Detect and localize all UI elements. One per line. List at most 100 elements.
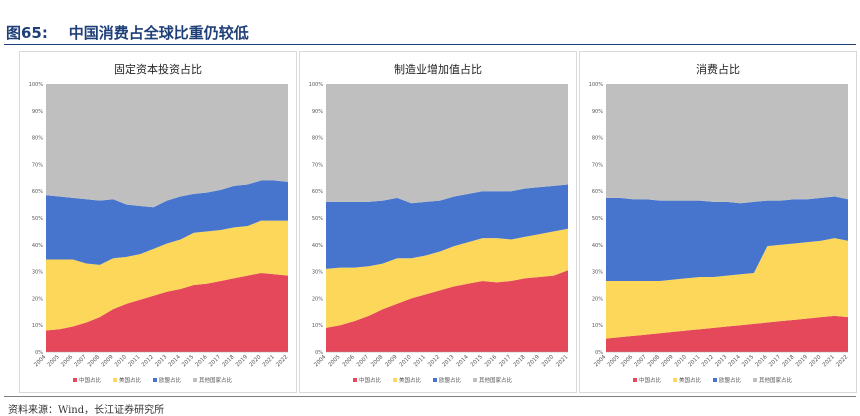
y-tick-label: 40% <box>312 243 323 249</box>
legend-label: 其他国家占比 <box>199 376 233 384</box>
x-tick-label: 2008 <box>647 354 661 368</box>
legend-swatch <box>353 378 357 382</box>
y-tick-label: 70% <box>312 162 323 168</box>
x-tick-label: 2014 <box>456 354 470 368</box>
x-tick-label: 2015 <box>181 354 195 368</box>
area-series-other <box>46 84 288 208</box>
area-series-china <box>46 272 288 352</box>
legend-item-us: 美国占比 <box>673 376 702 384</box>
stacked-area-chart: 0%10%20%30%40%50%60%70%80%90%100%2004 200… <box>29 82 290 384</box>
figure-title: 图65: 中国消费占全球比重仍较低 <box>6 22 249 43</box>
x-tick-label: 2007 <box>356 354 370 368</box>
x-tick-label: 2018 <box>781 354 795 368</box>
legend-swatch <box>153 378 157 382</box>
x-tick-label: 2018 <box>513 354 527 368</box>
x-tick-label: 2014 <box>728 354 742 368</box>
legend-label: 美国占比 <box>399 376 422 384</box>
chart-title: 消费占比 <box>696 63 740 76</box>
area-series-us <box>606 238 848 339</box>
x-tick-label: 2017 <box>498 354 512 368</box>
y-tick-label: 10% <box>312 323 323 329</box>
y-tick-label: 50% <box>312 216 323 222</box>
x-tick-label: 2020 <box>808 354 822 368</box>
y-tick-label: 50% <box>592 216 603 222</box>
area-series-china <box>326 270 568 352</box>
figure-number: 图65: <box>6 24 48 42</box>
area-series-us <box>46 220 288 331</box>
x-tick-label: 2020 <box>248 354 262 368</box>
legend-item-other: 其他国家占比 <box>753 376 793 384</box>
x-tick-label: 2018 <box>221 354 235 368</box>
area-series-other <box>326 84 568 204</box>
legend-label: 美国占比 <box>119 376 142 384</box>
x-tick-label: 2006 <box>342 354 356 368</box>
x-tick-label: 2008 <box>87 354 101 368</box>
x-tick-label: 2017 <box>768 354 782 368</box>
x-tick-label: 2009 <box>384 354 398 368</box>
chart-title: 固定资本投资占比 <box>114 63 202 76</box>
legend-swatch <box>393 378 397 382</box>
legend-swatch <box>113 378 117 382</box>
x-tick-label: 2021 <box>555 354 569 368</box>
x-tick-label: 2005 <box>47 354 61 368</box>
area-series-other <box>606 84 848 204</box>
y-tick-label: 100% <box>309 82 324 88</box>
area-series-us <box>326 228 568 328</box>
y-tick-label: 90% <box>592 109 603 115</box>
legend-item-us: 美国占比 <box>393 376 422 384</box>
x-tick-label: 2019 <box>795 354 809 368</box>
chart-title: 制造业增加值占比 <box>394 63 482 76</box>
y-tick-label: 0% <box>35 350 43 356</box>
x-tick-label: 2010 <box>399 354 413 368</box>
legend-swatch <box>753 378 757 382</box>
x-tick-label: 2021 <box>822 354 836 368</box>
y-tick-label: 30% <box>32 270 43 276</box>
area-series-europe <box>46 180 288 265</box>
x-tick-label: 2020 <box>541 354 555 368</box>
x-tick-label: 2016 <box>484 354 498 368</box>
x-tick-label: 2013 <box>441 354 455 368</box>
area-series-europe <box>606 196 848 281</box>
legend-swatch <box>713 378 717 382</box>
legend-item-europe: 欧盟占比 <box>713 376 742 384</box>
source-note: 资料来源：Wind，长江证券研究所 <box>8 405 165 416</box>
x-tick-label: 2016 <box>195 354 209 368</box>
x-tick-label: 2012 <box>427 354 441 368</box>
y-tick-label: 50% <box>32 216 43 222</box>
x-tick-label: 2017 <box>208 354 222 368</box>
legend-label: 欧盟占比 <box>719 376 742 384</box>
legend-item-china: 中国占比 <box>73 376 102 384</box>
x-tick-label: 2019 <box>235 354 249 368</box>
x-tick-label: 2007 <box>634 354 648 368</box>
legend-item-us: 美国占比 <box>113 376 142 384</box>
legend-item-other: 其他国家占比 <box>473 376 513 384</box>
legend-label: 中国占比 <box>79 376 102 384</box>
y-tick-label: 10% <box>32 323 43 329</box>
legend-swatch <box>433 378 437 382</box>
legend-swatch <box>473 378 477 382</box>
x-tick-label: 2014 <box>168 354 182 368</box>
legend-swatch <box>193 378 197 382</box>
x-tick-label: 2015 <box>741 354 755 368</box>
x-tick-label: 2016 <box>755 354 769 368</box>
y-tick-label: 30% <box>592 270 603 276</box>
y-tick-label: 100% <box>589 82 604 88</box>
stacked-area-chart: 0%10%20%30%40%50%60%70%80%90%100%2004 200… <box>309 82 570 384</box>
y-tick-label: 40% <box>592 243 603 249</box>
y-tick-label: 70% <box>32 162 43 168</box>
x-tick-label: 2009 <box>100 354 114 368</box>
title-rule <box>4 44 856 45</box>
legend-item-europe: 欧盟占比 <box>153 376 182 384</box>
y-tick-label: 100% <box>29 82 44 88</box>
y-tick-label: 80% <box>32 136 43 142</box>
y-tick-label: 30% <box>312 270 323 276</box>
y-tick-label: 10% <box>592 323 603 329</box>
legend-swatch <box>73 378 77 382</box>
legend-swatch <box>633 378 637 382</box>
stacked-area-chart: 0%10%20%30%40%50%60%70%80%90%100%2004 200… <box>589 82 850 384</box>
x-tick-label: 2011 <box>687 354 701 368</box>
y-tick-label: 70% <box>592 162 603 168</box>
legend-item-china: 中国占比 <box>353 376 382 384</box>
x-tick-label: 2012 <box>141 354 155 368</box>
y-tick-label: 60% <box>592 189 603 195</box>
